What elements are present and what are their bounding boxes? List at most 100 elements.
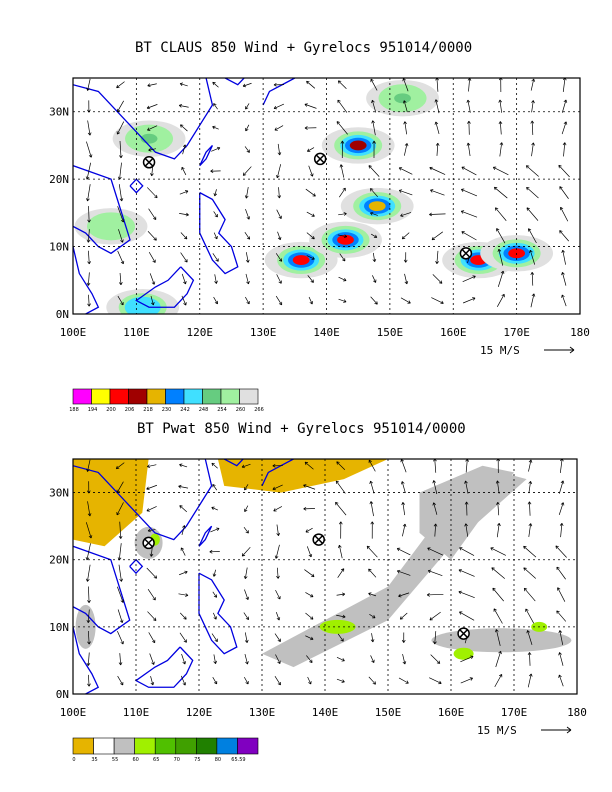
wind-vector xyxy=(243,567,248,579)
colorbar-label: 254 xyxy=(217,407,227,413)
wind-vector xyxy=(116,121,125,135)
wind-vector xyxy=(272,463,283,468)
reference-vector-arrow xyxy=(541,726,572,734)
cloud-field-7 xyxy=(134,302,152,313)
wind-vector xyxy=(86,652,91,666)
wind-vector xyxy=(495,480,500,494)
wind-vector xyxy=(398,167,413,175)
wind-vector xyxy=(556,610,567,622)
wind-vector xyxy=(433,523,438,537)
wind-vector xyxy=(245,103,250,110)
wind-vector xyxy=(212,483,218,491)
wind-vector xyxy=(116,81,125,89)
y-tick-label: 10N xyxy=(49,621,69,634)
y-tick-label: 30N xyxy=(49,106,69,119)
wind-vector xyxy=(147,588,156,601)
wind-vector xyxy=(493,186,508,199)
wind-vector xyxy=(149,273,156,285)
wind-vector xyxy=(211,462,218,469)
colorbar-swatch xyxy=(109,388,129,405)
x-tick-label: 140E xyxy=(313,326,340,339)
wind-vector xyxy=(213,103,218,110)
wind-vector xyxy=(304,569,315,578)
wind-vector xyxy=(147,230,157,241)
wind-vector xyxy=(339,164,345,178)
wind-vector xyxy=(530,78,536,91)
wind-vector xyxy=(116,100,124,113)
wind-vector xyxy=(209,549,220,554)
wind-vector xyxy=(87,120,92,136)
wind-vector xyxy=(498,99,503,113)
wind-vector xyxy=(182,144,187,155)
wind-vector xyxy=(458,569,475,577)
wind-vector xyxy=(277,187,282,199)
colorbar-label: 80 xyxy=(215,757,221,763)
wind-vector xyxy=(117,630,124,645)
wind-vector xyxy=(306,80,316,89)
cloud-field-8 xyxy=(394,93,411,104)
wind-vector xyxy=(273,82,285,87)
wind-vector xyxy=(275,654,281,664)
colorbar-swatch xyxy=(134,737,156,755)
wind-vector xyxy=(435,142,440,156)
wind-vector xyxy=(401,632,406,643)
wind-vector xyxy=(561,121,568,135)
wind-vector xyxy=(306,147,315,152)
wind-vector xyxy=(244,589,250,601)
colorbar-label: 35 xyxy=(91,757,97,763)
colorbar-label: 55 xyxy=(112,757,118,763)
wind-vector xyxy=(243,526,249,534)
wind-vector xyxy=(306,546,313,558)
x-tick-label: 130E xyxy=(249,706,276,719)
y-tick-label: 10N xyxy=(49,241,69,254)
x-tick-label: 120E xyxy=(186,706,213,719)
wind-vector xyxy=(528,481,533,494)
wind-vector xyxy=(276,209,282,220)
wind-vector xyxy=(147,528,156,533)
gyre-marker-cross xyxy=(315,154,325,164)
x-tick-label: 170E xyxy=(503,326,530,339)
wind-vector xyxy=(148,251,156,263)
wind-vector xyxy=(277,143,282,156)
wind-vector xyxy=(467,120,471,135)
x-tick-label: 150E xyxy=(377,326,404,339)
colorbar-label: 206 xyxy=(125,407,135,413)
wind-vector xyxy=(180,252,188,263)
wind-vector xyxy=(404,143,409,156)
wind-vector xyxy=(241,463,251,469)
colorbar-label: 75 xyxy=(194,757,200,763)
wind-vector xyxy=(87,630,91,645)
coastline xyxy=(135,266,195,308)
wind-vector xyxy=(337,234,348,239)
wind-vector xyxy=(465,459,469,473)
colorbar-label: 65 xyxy=(153,757,159,763)
wind-vector xyxy=(429,677,442,685)
wind-vector xyxy=(523,587,536,602)
wind-vector xyxy=(335,501,347,516)
wind-vector xyxy=(181,273,187,285)
coastline xyxy=(262,78,296,106)
wind-vector xyxy=(212,125,219,130)
wind-vector xyxy=(274,544,280,559)
wind-vector xyxy=(493,608,503,624)
y-tick-label: 0N xyxy=(56,688,69,701)
wind-vector xyxy=(275,295,283,306)
wind-vector xyxy=(212,676,218,685)
colorbar-swatch xyxy=(175,737,197,755)
wind-vector xyxy=(148,632,156,644)
coastline xyxy=(223,459,244,467)
wind-vector xyxy=(276,274,282,284)
wind-vector xyxy=(429,212,446,217)
wind-vector xyxy=(276,524,281,536)
wind-vector xyxy=(559,480,565,494)
wind-vector xyxy=(559,186,569,199)
wind-vector xyxy=(87,100,91,113)
wind-vector xyxy=(401,502,406,516)
wind-vector xyxy=(244,653,249,665)
wind-vector xyxy=(460,188,478,197)
colorbar-swatch xyxy=(183,388,203,405)
wind-vector xyxy=(490,547,507,556)
colorbar-swatch xyxy=(113,737,135,755)
x-tick-label: 120E xyxy=(187,326,214,339)
wind-vector xyxy=(338,298,347,303)
